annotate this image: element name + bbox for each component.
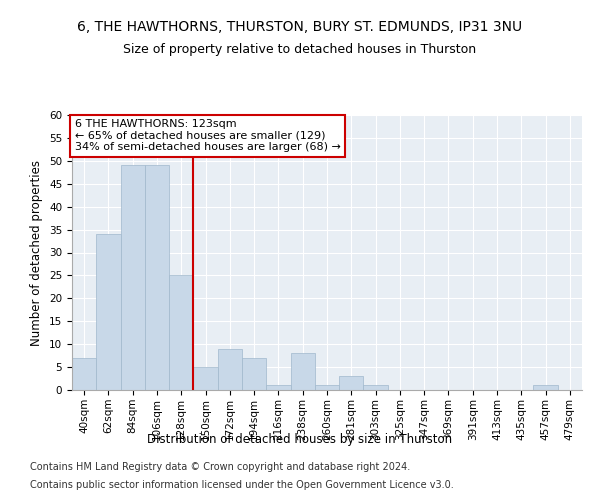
Bar — [145, 166, 169, 390]
Bar — [218, 349, 242, 390]
Text: 6 THE HAWTHORNS: 123sqm
← 65% of detached houses are smaller (129)
34% of semi-d: 6 THE HAWTHORNS: 123sqm ← 65% of detache… — [74, 119, 340, 152]
Bar — [315, 386, 339, 390]
Bar — [242, 358, 266, 390]
Text: Distribution of detached houses by size in Thurston: Distribution of detached houses by size … — [148, 432, 452, 446]
Text: Contains public sector information licensed under the Open Government Licence v3: Contains public sector information licen… — [30, 480, 454, 490]
Bar — [169, 276, 193, 390]
Bar — [533, 386, 558, 390]
Bar — [72, 358, 96, 390]
Bar — [339, 376, 364, 390]
Y-axis label: Number of detached properties: Number of detached properties — [31, 160, 43, 346]
Text: 6, THE HAWTHORNS, THURSTON, BURY ST. EDMUNDS, IP31 3NU: 6, THE HAWTHORNS, THURSTON, BURY ST. EDM… — [77, 20, 523, 34]
Text: Contains HM Land Registry data © Crown copyright and database right 2024.: Contains HM Land Registry data © Crown c… — [30, 462, 410, 472]
Bar — [193, 367, 218, 390]
Bar — [364, 386, 388, 390]
Bar — [266, 386, 290, 390]
Bar — [96, 234, 121, 390]
Bar — [290, 354, 315, 390]
Bar — [121, 166, 145, 390]
Text: Size of property relative to detached houses in Thurston: Size of property relative to detached ho… — [124, 42, 476, 56]
